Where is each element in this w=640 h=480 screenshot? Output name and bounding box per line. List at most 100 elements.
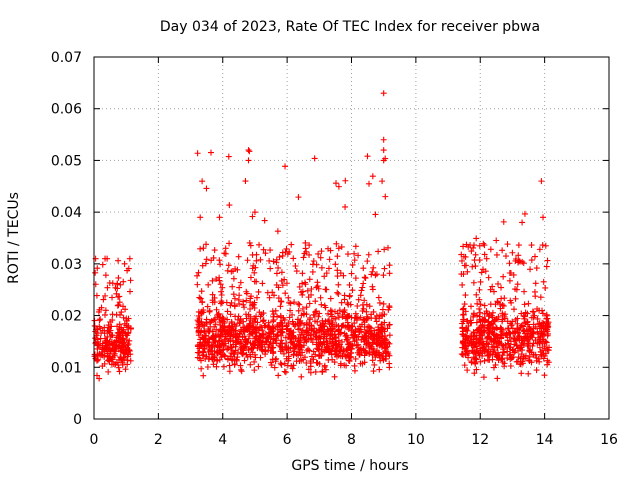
data-point bbox=[372, 211, 379, 218]
data-point bbox=[348, 323, 355, 330]
data-point bbox=[525, 300, 532, 307]
data-point bbox=[507, 356, 514, 363]
data-point bbox=[487, 286, 494, 293]
data-point bbox=[281, 360, 288, 367]
data-point bbox=[127, 357, 134, 364]
data-point bbox=[321, 362, 328, 369]
data-point bbox=[115, 301, 122, 308]
data-point bbox=[526, 353, 533, 360]
data-point bbox=[202, 260, 209, 267]
data-point bbox=[474, 326, 481, 333]
data-point bbox=[289, 318, 296, 325]
data-point bbox=[104, 352, 111, 359]
data-point bbox=[463, 326, 470, 333]
data-point bbox=[371, 361, 378, 368]
data-point bbox=[325, 265, 332, 272]
data-point bbox=[267, 247, 274, 254]
data-point bbox=[310, 356, 317, 363]
data-point bbox=[383, 350, 390, 357]
data-point bbox=[360, 265, 367, 272]
data-point bbox=[228, 331, 235, 338]
data-point bbox=[333, 240, 340, 247]
data-point bbox=[226, 368, 233, 375]
data-point bbox=[542, 284, 549, 291]
data-point bbox=[120, 303, 127, 310]
data-point bbox=[259, 280, 266, 287]
data-point bbox=[498, 284, 505, 291]
data-point bbox=[352, 243, 359, 250]
data-point bbox=[111, 350, 118, 357]
data-point bbox=[249, 302, 256, 309]
data-point bbox=[266, 341, 273, 348]
data-point bbox=[514, 281, 521, 288]
data-point bbox=[250, 341, 257, 348]
data-point bbox=[322, 366, 329, 373]
data-point bbox=[313, 308, 320, 315]
data-point bbox=[512, 286, 519, 293]
data-point bbox=[464, 367, 471, 374]
data-point bbox=[124, 267, 131, 274]
data-point bbox=[115, 294, 122, 301]
axis-ticks: 0 2 4 6 8 10 12 14 16 0 0.01 0.02 0.03 0.04 0.05 0.06 0.… bbox=[51, 50, 618, 448]
data-point bbox=[279, 249, 286, 256]
data-point bbox=[238, 368, 245, 375]
data-point bbox=[200, 343, 207, 350]
x-tick-label: 0 bbox=[90, 432, 99, 448]
data-point bbox=[203, 353, 210, 360]
data-point bbox=[221, 250, 228, 257]
data-point bbox=[337, 270, 344, 277]
data-point bbox=[340, 347, 347, 354]
data-point bbox=[271, 364, 278, 371]
data-point bbox=[516, 361, 523, 368]
data-point bbox=[114, 302, 121, 309]
data-point bbox=[216, 277, 223, 284]
data-point bbox=[352, 310, 359, 317]
data-point bbox=[328, 308, 335, 315]
data-point bbox=[211, 337, 218, 344]
data-point bbox=[361, 352, 368, 359]
data-point bbox=[119, 359, 126, 366]
data-point bbox=[194, 272, 201, 279]
data-point bbox=[261, 322, 268, 329]
data-point bbox=[341, 309, 348, 316]
data-point bbox=[491, 346, 498, 353]
data-point bbox=[521, 210, 528, 217]
data-point bbox=[94, 336, 101, 343]
data-point bbox=[212, 321, 219, 328]
data-point bbox=[368, 327, 375, 334]
data-point bbox=[197, 295, 204, 302]
data-point bbox=[126, 337, 133, 344]
data-point bbox=[203, 256, 210, 263]
y-tick-label: 0.04 bbox=[51, 205, 82, 221]
data-point bbox=[335, 314, 342, 321]
data-point bbox=[278, 269, 285, 276]
data-point bbox=[124, 344, 131, 351]
data-point bbox=[483, 308, 490, 315]
data-point bbox=[379, 178, 386, 185]
data-point bbox=[306, 276, 313, 283]
data-point bbox=[473, 332, 480, 339]
data-point bbox=[203, 241, 210, 248]
data-point bbox=[521, 288, 528, 295]
data-point bbox=[503, 344, 510, 351]
data-point bbox=[344, 251, 351, 258]
data-point bbox=[307, 363, 314, 370]
data-point bbox=[355, 296, 362, 303]
data-point bbox=[118, 347, 125, 354]
data-point bbox=[484, 325, 491, 332]
data-point bbox=[352, 355, 359, 362]
data-point bbox=[539, 242, 546, 249]
data-point bbox=[209, 350, 216, 357]
data-point bbox=[306, 251, 313, 258]
data-point bbox=[363, 301, 370, 308]
data-point bbox=[114, 281, 121, 288]
data-point bbox=[380, 157, 387, 164]
data-point bbox=[303, 321, 310, 328]
data-point bbox=[231, 295, 238, 302]
data-point bbox=[266, 257, 273, 264]
data-point bbox=[503, 331, 510, 338]
data-point bbox=[315, 285, 322, 292]
y-tick-label: 0.07 bbox=[51, 50, 82, 66]
data-point bbox=[258, 324, 265, 331]
data-point bbox=[295, 335, 302, 342]
